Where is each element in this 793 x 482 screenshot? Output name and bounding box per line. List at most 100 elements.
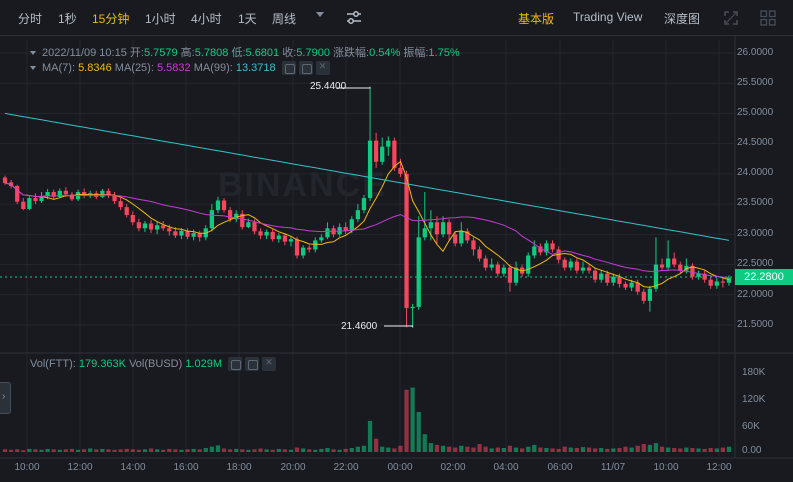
view-depth[interactable]: 深度图 [664,12,701,26]
timeframe-1d[interactable]: 1天 [238,12,257,26]
ohlc-info-row: 2022/11/09 10:15 开:5.7579 高:5.7808 低:5.6… [30,44,460,60]
side-panel-toggle[interactable] [0,382,11,414]
ma7-line [4,160,730,288]
candle-body [574,261,580,271]
candle-body [191,233,196,237]
time-tick: 06:00 [547,462,573,473]
timeframe-1s[interactable]: 1秒 [58,12,77,26]
vol-visibility-icon[interactable] [245,357,260,371]
ma7-label: MA(7): [42,61,75,74]
volume-bar [410,387,415,452]
ma-close-icon[interactable] [315,61,330,75]
candle-body [647,288,653,301]
volume-bar [258,448,263,452]
volume-tick: 60K [742,421,760,432]
view-tradingview[interactable]: Trading View [573,10,643,24]
volume-bar [130,449,135,452]
candle-body [465,231,470,241]
volume-bar [373,438,379,452]
ma-info-row: MA(7): 5.8346 MA(25): 5.5832 MA(99): 13.… [30,61,330,75]
volume-bar [203,448,208,452]
timeframe-1h[interactable]: 1小时 [145,12,176,26]
volume-bar [57,449,62,452]
timeframe-time[interactable]: 分时 [18,12,43,26]
candle-body [294,239,300,256]
price-tick: 22.0000 [737,289,774,300]
candle-body [81,192,87,196]
time-tick: 12:00 [67,462,93,473]
grid-layout-icon[interactable] [759,9,777,27]
candle-body [282,235,288,242]
ma-settings-icon[interactable] [281,61,296,75]
volume-bar [106,449,111,452]
timeframe-15m[interactable]: 15分钟 [92,12,130,26]
vol-settings-icon[interactable] [228,357,243,371]
volume-bar [21,450,26,452]
timeframe-4h[interactable]: 4小时 [191,12,222,26]
vol-ftt-value: 179.363K [78,357,127,370]
volume-bar [63,449,69,452]
volume-bar [185,449,190,452]
volume-bar [501,448,507,452]
candle-body [513,267,519,283]
amplitude-value: 1.75% [428,47,460,59]
volume-bar [440,445,446,452]
candle-body [434,222,440,235]
volume-bar [69,448,75,452]
collapse-chevron-icon[interactable] [30,51,36,56]
volume-bar [684,447,689,452]
volume-bar [15,449,20,452]
candle-body [57,190,62,197]
volume-bar [325,448,330,452]
volume-bar [75,449,81,452]
volume-bar [659,446,665,452]
volume-bar [234,448,239,452]
ma-collapse-chevron-icon[interactable] [30,66,36,70]
candle-body [416,237,421,307]
more-timeframes-chevron-icon[interactable] [316,12,324,17]
view-basic[interactable]: 基本版 [518,12,555,26]
candle-body [15,185,20,202]
time-tick: 18:00 [226,462,252,473]
volume-bar [398,445,403,452]
chart-settings-icon[interactable] [345,9,363,27]
volume-bar [282,449,288,452]
time-tick: 10:00 [14,462,40,473]
time-tick: 16:00 [173,462,199,473]
volume-bar [367,420,373,452]
candlestick-chart[interactable] [0,36,793,482]
timeframe-1w[interactable]: 周线 [272,12,297,26]
volume-bar [404,389,409,452]
candle-body [197,233,202,238]
vol-close-icon[interactable] [262,357,277,371]
candle-body [690,265,695,277]
volume-bar [446,446,452,452]
fullscreen-icon[interactable] [722,9,740,27]
open-label: 开: [129,47,144,59]
volume-bar [2,449,8,452]
volume-bar [343,448,348,452]
volume-bar [690,448,695,452]
price-tick: 26.0000 [737,47,774,58]
ma-visibility-icon[interactable] [298,61,313,75]
volume-bar [428,443,434,452]
high-marker-label: 25.4400 [310,81,347,92]
low-label: 低: [231,47,246,59]
volume-bar [124,448,129,452]
candle-body [148,223,154,230]
low-marker-label: 21.4600 [341,321,378,332]
volume-bar [331,449,336,452]
candle-body [605,273,610,283]
ohlc-datetime: 2022/11/09 10:15 [42,47,127,59]
candle-body [221,200,227,211]
volume-tick: 180K [742,367,766,378]
volume-bar [197,449,202,452]
candle-body [300,247,306,256]
volume-bar [39,449,44,452]
volume-bar [416,412,421,452]
candle-body [234,213,239,220]
candle-body [51,192,56,197]
candle-body [124,207,129,215]
vol-busd-value: 1.029M [185,357,223,370]
candle-body [392,140,397,168]
